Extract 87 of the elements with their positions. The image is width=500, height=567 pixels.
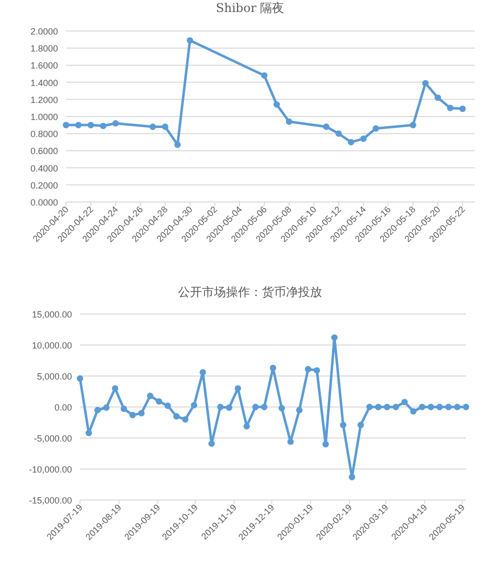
point <box>86 430 92 436</box>
point <box>287 438 294 445</box>
point <box>129 412 136 418</box>
point <box>462 404 470 410</box>
point <box>208 440 215 447</box>
point <box>270 364 276 372</box>
point <box>392 404 400 410</box>
point <box>331 334 338 341</box>
y-tick-label: 5,000.00 <box>36 372 72 382</box>
y-tick-label: 10,000.00 <box>32 340 72 350</box>
y-tick-label: -10,000.00 <box>28 464 72 474</box>
point <box>252 404 259 410</box>
point <box>76 375 84 382</box>
point <box>384 404 390 410</box>
point <box>314 367 320 374</box>
y-tick-label: 0.8000 <box>30 129 58 140</box>
point <box>340 422 346 428</box>
point <box>190 402 198 408</box>
y-tick-label: 2.0000 <box>30 26 58 36</box>
point <box>94 406 101 414</box>
point <box>436 404 443 410</box>
point <box>273 101 280 108</box>
point <box>422 80 429 86</box>
point <box>234 385 242 392</box>
point <box>323 124 330 130</box>
y-tick-label: 1.4000 <box>30 78 58 88</box>
point <box>358 422 364 428</box>
point <box>243 423 250 430</box>
y-tick-label: -15,000.00 <box>28 496 72 506</box>
point <box>182 416 188 423</box>
point <box>360 136 367 142</box>
point <box>226 404 232 411</box>
point <box>146 392 154 400</box>
point <box>372 125 380 132</box>
point <box>410 122 416 128</box>
y-tick-label: 1.0000 <box>30 112 58 122</box>
point <box>335 130 342 137</box>
point <box>366 404 373 410</box>
y-tick-label: 0.6000 <box>30 146 58 156</box>
point <box>459 106 466 112</box>
point <box>112 385 118 392</box>
point <box>296 406 303 414</box>
point <box>410 408 417 415</box>
point <box>88 122 94 128</box>
point <box>418 404 426 410</box>
chart-title: 公开市场操作：货币净投放 <box>178 285 322 299</box>
y-tick-label: 0.00 <box>54 402 72 412</box>
point <box>375 404 382 410</box>
point <box>434 94 442 101</box>
point <box>174 142 181 148</box>
point <box>428 404 434 410</box>
chart-title: Shibor 隔夜 <box>216 1 284 15</box>
point <box>348 474 356 480</box>
point <box>186 37 194 44</box>
point <box>322 441 329 448</box>
y-tick-label: 1.8000 <box>30 44 58 54</box>
y-tick-label: -5,000.00 <box>34 434 72 444</box>
point <box>445 404 452 410</box>
point <box>164 402 171 409</box>
point <box>75 122 82 128</box>
point <box>261 404 268 410</box>
point <box>120 406 128 412</box>
point <box>162 124 168 130</box>
point <box>138 410 145 416</box>
y-tick-label: 0.2000 <box>30 180 58 190</box>
point <box>173 413 180 420</box>
point <box>217 404 224 410</box>
point <box>156 398 162 405</box>
y-tick-label: 0.0000 <box>30 198 58 208</box>
y-tick-label: 15,000.00 <box>32 310 72 320</box>
point <box>100 122 106 130</box>
point <box>401 398 408 406</box>
y-tick-label: 0.4000 <box>30 163 58 174</box>
point <box>112 120 119 127</box>
y-tick-label: 1.2000 <box>30 94 58 105</box>
point <box>261 72 268 79</box>
point <box>304 366 312 372</box>
point <box>447 104 454 112</box>
point <box>150 124 156 130</box>
point <box>62 122 70 128</box>
point <box>286 118 292 125</box>
point <box>454 404 460 410</box>
point <box>348 138 354 146</box>
point <box>278 405 285 412</box>
point <box>103 404 110 411</box>
point <box>200 369 206 376</box>
y-tick-label: 1.6000 <box>30 60 58 71</box>
